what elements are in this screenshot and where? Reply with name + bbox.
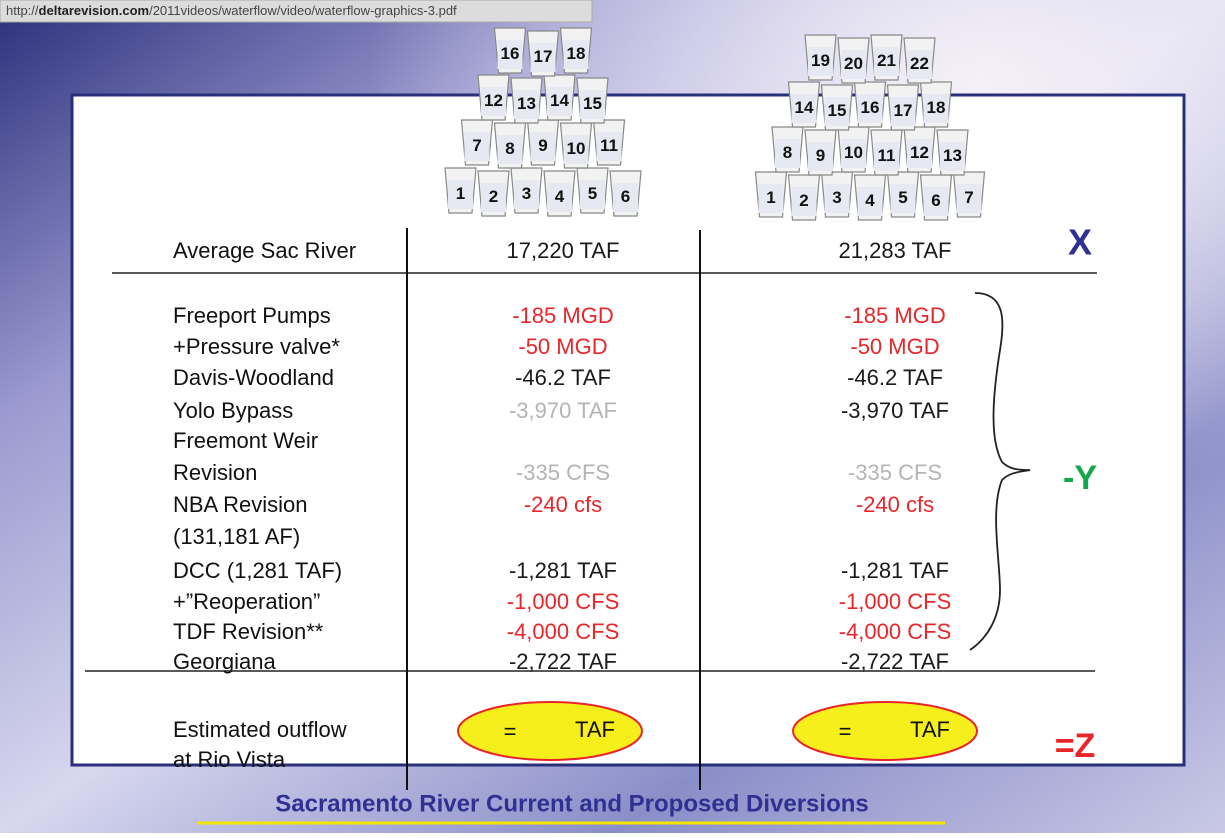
slide: 1234567891011121314151617181234567891011… [0, 0, 1225, 833]
row-value: -3,970 TAF [509, 398, 617, 423]
symbol-x: X [1068, 222, 1092, 263]
outflow-label: at Rio Vista [173, 747, 286, 772]
row-value: -185 MGD [844, 303, 945, 328]
cup-number: 10 [567, 139, 586, 158]
symbol-z: =Z [1055, 727, 1096, 765]
outflow-unit: TAF [575, 717, 615, 742]
row-value: -185 MGD [512, 303, 613, 328]
cup-number: 3 [832, 188, 841, 207]
cup-number: 12 [484, 91, 503, 110]
outflow-equals: = [839, 719, 852, 744]
row-value: -4,000 CFS [507, 619, 620, 644]
row-value: 17,220 TAF [507, 238, 620, 263]
cup-number: 11 [600, 136, 618, 155]
cup-number: 5 [898, 188, 907, 207]
cup-number: 17 [534, 47, 553, 66]
row-label: Average Sac River [173, 238, 356, 263]
cup-number: 19 [811, 51, 830, 70]
cup-number: 2 [489, 187, 498, 206]
row-value: -50 MGD [518, 334, 607, 359]
cup-number: 3 [522, 184, 531, 203]
cup-number: 7 [472, 136, 481, 155]
row-value: -46.2 TAF [847, 365, 943, 390]
cup-number: 12 [910, 143, 929, 162]
outflow-equals: = [504, 719, 517, 744]
row-value: -240 cfs [524, 492, 602, 517]
row-value: -1,000 CFS [507, 589, 620, 614]
cup-number: 15 [828, 101, 847, 120]
row-label: +Pressure valve* [173, 334, 340, 359]
cup-number: 16 [501, 44, 520, 63]
cup-number: 1 [456, 184, 465, 203]
url-domain: deltarevision.com [39, 3, 150, 18]
row-value: -3,970 TAF [841, 398, 949, 423]
url-scheme: http:// [6, 3, 39, 18]
row-value: -50 MGD [850, 334, 939, 359]
cup-number: 14 [550, 91, 569, 110]
cup-number: 6 [931, 191, 940, 210]
row-value: -2,722 TAF [841, 649, 949, 674]
cup-number: 17 [894, 101, 913, 120]
row-label: Yolo Bypass [173, 398, 293, 423]
url: http://deltarevision.com/2011videos/wate… [6, 3, 457, 18]
cup-number: 22 [910, 54, 929, 73]
row-label: TDF Revision** [173, 619, 324, 644]
row-value: -335 CFS [516, 460, 610, 485]
row-value: -1,281 TAF [509, 558, 617, 583]
row-value: -4,000 CFS [839, 619, 952, 644]
row-value: -240 cfs [856, 492, 934, 517]
row-value: -1,000 CFS [839, 589, 952, 614]
row-label: +”Reoperation” [173, 589, 320, 614]
cup-number: 11 [878, 146, 896, 165]
row-label: NBA Revision [173, 492, 308, 517]
cup-number: 1 [766, 188, 775, 207]
cup-number: 4 [865, 191, 875, 210]
cup-number: 18 [927, 98, 946, 117]
page: 1234567891011121314151617181234567891011… [0, 0, 1225, 833]
row-label: Davis-Woodland [173, 365, 334, 390]
cup-number: 6 [621, 187, 630, 206]
outflow-label: Estimated outflow [173, 717, 347, 742]
row-value: 21,283 TAF [839, 238, 952, 263]
outflow-unit: TAF [910, 717, 950, 742]
cup-number: 13 [943, 146, 962, 165]
row-value: -2,722 TAF [509, 649, 617, 674]
row-value: -1,281 TAF [841, 558, 949, 583]
cup-number: 8 [505, 139, 514, 158]
cup-number: 5 [588, 184, 597, 203]
cup-number: 9 [816, 146, 825, 165]
row-label: Georgiana [173, 649, 277, 674]
cup-number: 10 [844, 143, 863, 162]
url-path: /2011videos/waterflow/video/waterflow-gr… [149, 3, 457, 18]
row-label: Freeport Pumps [173, 303, 331, 328]
cup-number: 16 [861, 98, 880, 117]
row-label: Freemont Weir [173, 428, 318, 453]
cup-number: 21 [877, 51, 896, 70]
cup-number: 9 [538, 136, 547, 155]
cup-number: 14 [795, 98, 814, 117]
row-value: -46.2 TAF [515, 365, 611, 390]
row-label: Revision [173, 460, 257, 485]
cup-number: 2 [799, 191, 808, 210]
cup-number: 4 [555, 187, 565, 206]
cup-number: 15 [583, 94, 602, 113]
symbol-y: -Y [1063, 459, 1097, 497]
cup-number: 8 [783, 143, 792, 162]
footer-title: Sacramento River Current and Proposed Di… [275, 790, 869, 817]
cup-number: 18 [567, 44, 586, 63]
cup-number: 20 [844, 54, 863, 73]
row-label: DCC (1,281 TAF) [173, 558, 342, 583]
cup-number: 13 [517, 94, 536, 113]
cup-number: 7 [964, 188, 973, 207]
row-label: (131,181 AF) [173, 524, 300, 549]
row-value: -335 CFS [848, 460, 942, 485]
